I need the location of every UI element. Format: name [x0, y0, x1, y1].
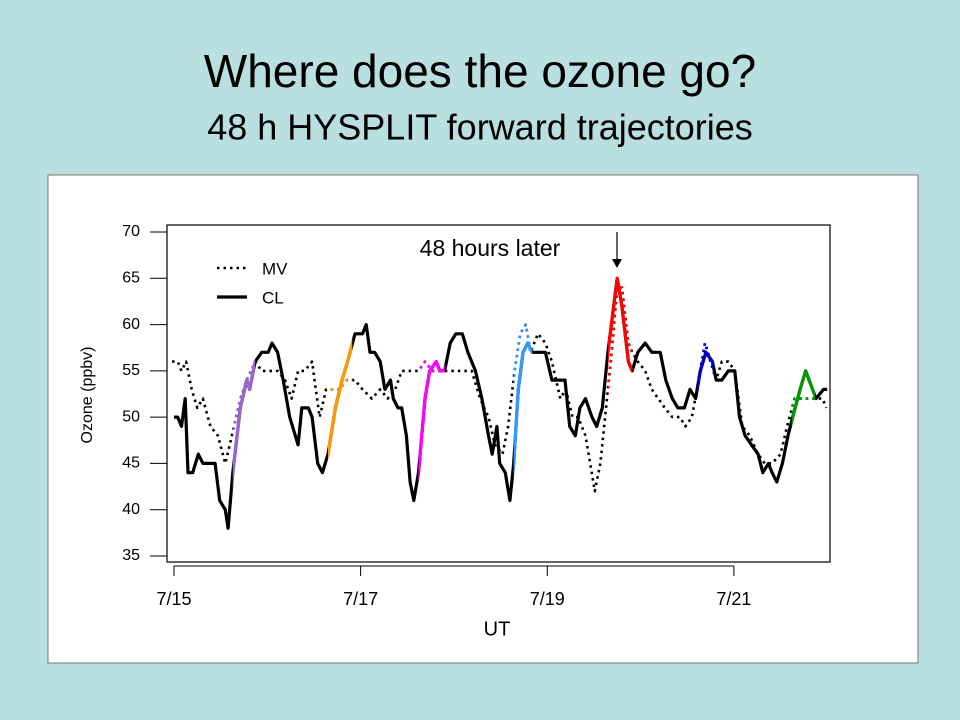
x-tick-label: 7/17 [343, 589, 378, 609]
chart-panel [47, 174, 919, 664]
x-axis-label: UT [484, 618, 511, 640]
x-tick-label: 7/15 [156, 589, 191, 609]
annotation: 48 hours later [420, 235, 561, 261]
y-tick-label: 55 [122, 362, 140, 379]
y-tick-label: 50 [122, 408, 140, 425]
y-axis-label: Ozone (ppbv) [79, 347, 96, 444]
y-tick-label: 60 [122, 316, 140, 333]
x-tick-label: 7/19 [530, 589, 565, 609]
y-tick-label: 45 [122, 455, 140, 472]
legend-label: CL [262, 288, 284, 307]
y-tick-label: 70 [122, 223, 140, 240]
y-tick-label: 40 [122, 501, 140, 518]
plot-frame [166, 224, 831, 563]
highlight-segment [697, 350, 714, 398]
slide-subtitle: 48 h HYSPLIT forward trajectories [207, 107, 753, 148]
legend-label: MV [262, 259, 288, 278]
annotation-arrowhead [612, 259, 622, 268]
y-tick-label: 35 [122, 547, 140, 564]
slide-title: Where does the ozone go? [204, 45, 756, 97]
x-tick-label: 7/21 [716, 589, 751, 609]
y-tick-label: 65 [122, 270, 140, 287]
